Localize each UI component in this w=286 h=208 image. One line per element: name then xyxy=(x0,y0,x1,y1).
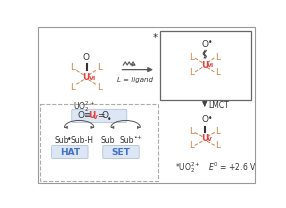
FancyBboxPatch shape xyxy=(52,145,88,158)
Text: *: * xyxy=(153,33,158,43)
Text: L = ligand: L = ligand xyxy=(117,77,153,83)
Text: O: O xyxy=(201,115,208,124)
Text: V: V xyxy=(93,115,98,120)
Text: U: U xyxy=(201,61,208,69)
FancyBboxPatch shape xyxy=(103,145,139,158)
Text: L: L xyxy=(97,63,102,72)
Text: L: L xyxy=(189,141,194,150)
Text: VI: VI xyxy=(89,76,96,81)
Text: •: • xyxy=(67,135,71,144)
Text: L: L xyxy=(189,53,194,62)
Text: L: L xyxy=(70,63,76,72)
Text: •: • xyxy=(208,38,212,47)
Text: L: L xyxy=(215,141,221,150)
Text: L: L xyxy=(189,128,194,136)
Text: ≡: ≡ xyxy=(83,111,91,120)
Text: L: L xyxy=(215,53,221,62)
Text: V: V xyxy=(207,137,212,142)
Text: O: O xyxy=(201,40,208,49)
Text: U: U xyxy=(88,111,96,120)
Text: L: L xyxy=(215,68,221,77)
Text: SET: SET xyxy=(112,147,130,156)
Text: O: O xyxy=(102,111,109,120)
Text: =: = xyxy=(97,111,104,120)
Text: L: L xyxy=(189,68,194,77)
Text: U: U xyxy=(82,73,90,82)
Text: O: O xyxy=(83,53,90,62)
FancyBboxPatch shape xyxy=(72,109,127,122)
Text: LMCT: LMCT xyxy=(208,101,229,110)
Text: L: L xyxy=(70,83,76,92)
Text: •+: •+ xyxy=(133,135,142,140)
Text: Sub: Sub xyxy=(120,136,134,145)
Text: HAT: HAT xyxy=(60,147,80,156)
Text: Sub: Sub xyxy=(54,136,69,145)
Text: Sub-H: Sub-H xyxy=(71,136,94,145)
Text: L: L xyxy=(97,83,102,92)
Text: L: L xyxy=(215,128,221,136)
Text: UO$_2^{2+}$: UO$_2^{2+}$ xyxy=(73,99,95,114)
Text: *UO$_2^{2+}$: *UO$_2^{2+}$ xyxy=(175,161,200,175)
Text: O: O xyxy=(78,111,85,120)
Text: •: • xyxy=(208,114,212,123)
Text: U: U xyxy=(201,134,208,144)
Text: Sub: Sub xyxy=(101,136,115,145)
Text: •: • xyxy=(107,115,112,124)
Text: VI: VI xyxy=(207,63,215,68)
Text: $E^0$ = +2.6 V: $E^0$ = +2.6 V xyxy=(208,161,256,173)
